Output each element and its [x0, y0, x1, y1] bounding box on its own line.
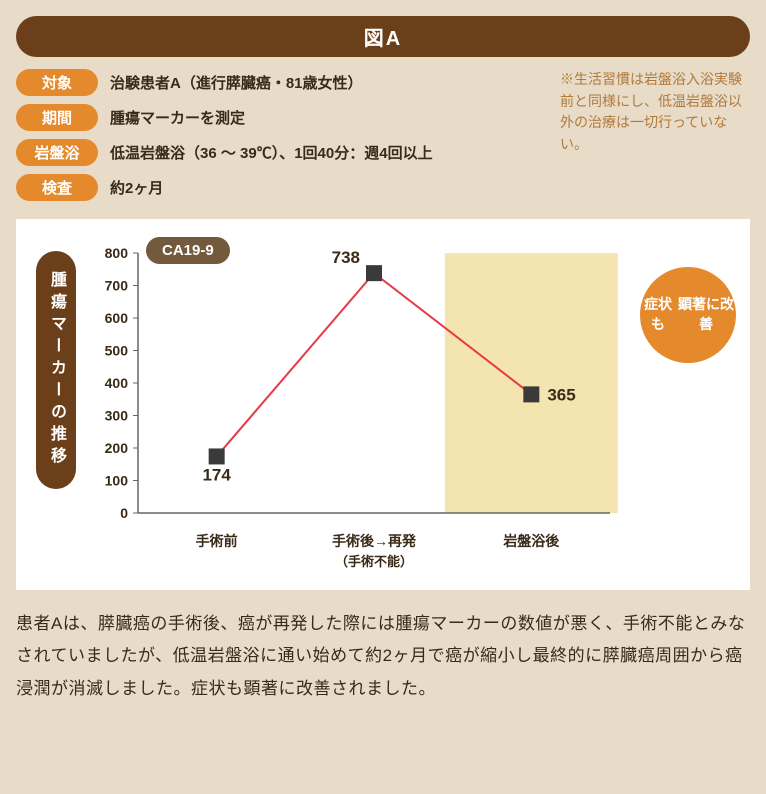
info-value: 低温岩盤浴（36 〜 39℃）、1回40分：週4回以上 — [110, 142, 433, 163]
info-value: 治験患者A（進行膵臓癌・81歳女性） — [110, 72, 363, 93]
info-row: 検査約2ヶ月 — [16, 174, 546, 201]
svg-text:738: 738 — [332, 248, 360, 267]
svg-text:500: 500 — [105, 343, 129, 359]
svg-text:365: 365 — [547, 385, 575, 404]
info-row: 期間腫瘍マーカーを測定 — [16, 104, 546, 131]
svg-text:800: 800 — [105, 245, 129, 261]
info-label: 検査 — [16, 174, 98, 201]
y-axis-label: 腫瘍マーカーの推移 — [36, 251, 76, 489]
info-rows: 対象治験患者A（進行膵臓癌・81歳女性）期間腫瘍マーカーを測定岩盤浴低温岩盤浴（… — [16, 69, 546, 209]
figure-title: 図A — [16, 16, 750, 57]
info-value: 約2ヶ月 — [110, 177, 163, 198]
info-label: 期間 — [16, 104, 98, 131]
x-tick: 手術後→再発（手術不能） — [295, 531, 452, 570]
svg-text:700: 700 — [105, 278, 129, 294]
x-tick-row: 手術前手術後→再発（手術不能）岩盤浴後 — [138, 531, 610, 570]
info-row: 対象治験患者A（進行膵臓癌・81歳女性） — [16, 69, 546, 96]
svg-text:100: 100 — [105, 473, 129, 489]
x-tick: 手術前 — [138, 531, 295, 570]
chart-bubble: 症状も顕著に改善 — [640, 267, 736, 363]
info-label: 対象 — [16, 69, 98, 96]
svg-text:400: 400 — [105, 375, 129, 391]
svg-text:0: 0 — [120, 505, 128, 521]
svg-text:200: 200 — [105, 440, 129, 456]
svg-text:174: 174 — [202, 465, 231, 484]
line-chart: 0 100 200 300 400 500 600 700 800 174 738 365 — [90, 243, 630, 523]
description: 患者Aは、膵臓癌の手術後、癌が再発した際には腫瘍マーカーの数値が悪く、手術不能と… — [16, 608, 750, 705]
info-label: 岩盤浴 — [16, 139, 98, 166]
svg-text:600: 600 — [105, 310, 129, 326]
x-tick: 岩盤浴後 — [453, 531, 610, 570]
chart-panel: 腫瘍マーカーの推移 CA19-9 症状も顕著に改善 0 100 200 300 400 5… — [16, 219, 750, 590]
chart-area: CA19-9 症状も顕著に改善 010020030040050060070080… — [90, 243, 730, 570]
chart-badge: CA19-9 — [146, 237, 230, 264]
info-value: 腫瘍マーカーを測定 — [110, 107, 245, 128]
info-note: ※生活習慣は岩盤浴入浴実験前と同様にし、低温岩盤浴以外の治療は一切行っていない。 — [560, 69, 750, 209]
info-block: 対象治験患者A（進行膵臓癌・81歳女性）期間腫瘍マーカーを測定岩盤浴低温岩盤浴（… — [16, 69, 750, 209]
info-row: 岩盤浴低温岩盤浴（36 〜 39℃）、1回40分：週4回以上 — [16, 139, 546, 166]
svg-text:300: 300 — [105, 408, 129, 424]
